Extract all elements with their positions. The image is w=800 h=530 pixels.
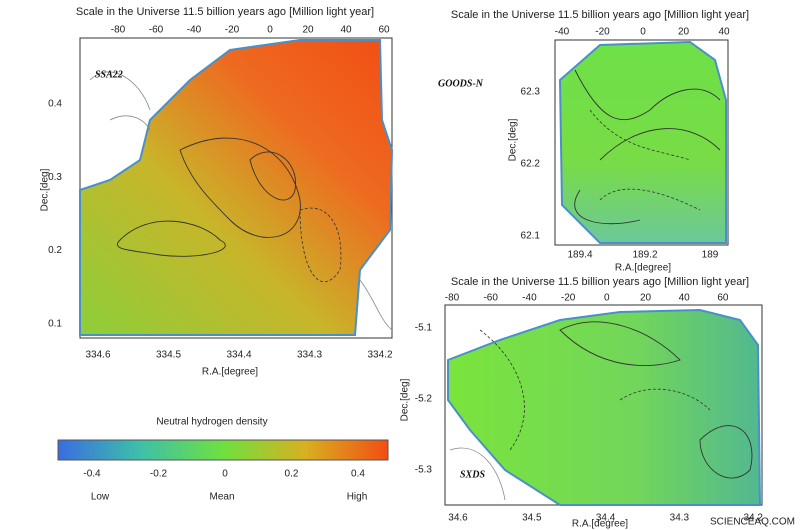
top-tick-label: 40 [340,25,352,36]
top-tick-label: 0 [267,25,273,36]
field-name: GOODS-N [438,78,484,89]
contour [89,71,393,331]
contour [479,329,711,451]
x-tick-label: 334.3 [297,350,322,361]
top-tick-label: -20 [561,293,576,304]
top-tick-label: -60 [149,25,164,36]
contour [249,151,296,201]
panel-title: Scale in the Universe 11.5 billion years… [451,276,749,288]
x-axis-label: R.A.[degree] [615,263,671,274]
x-tick-label: 189.2 [632,250,657,261]
top-tick-label: -40 [522,293,537,304]
top-tick-label: 40 [718,27,730,38]
top-tick-label: -20 [595,27,610,38]
top-tick-label: 20 [678,27,690,38]
colorbar-tick-label: -0.2 [150,469,168,480]
top-tick-label: 60 [717,293,729,304]
density-map [558,40,727,244]
y-axis-label: Dec.[deg] [40,168,51,211]
colorbar-tick-label: 0.2 [285,469,299,480]
x-tick-label: 334.4 [226,350,251,361]
y-axis-label: Dec.[deg] [400,378,411,421]
field-name: SXDS [460,469,485,480]
density-map [447,308,762,506]
y-tick-label: 0.1 [48,319,62,330]
x-tick-label: 34.2 [743,513,763,524]
colorbar-tick-label: 0.4 [351,469,365,480]
contour [589,109,701,211]
x-tick-label: 334.2 [367,350,392,361]
y-tick-label: 0.3 [48,172,62,183]
x-tick-label: 34.5 [522,513,542,524]
contour [449,447,506,501]
contour [179,137,301,238]
top-tick-label: 20 [640,293,652,304]
mean-label: Mean [209,492,234,503]
low-label: Low [91,492,110,503]
x-tick-label: 334.5 [156,350,181,361]
top-tick-label: 20 [302,25,314,36]
x-tick-label: 34.3 [670,513,690,524]
contour [117,220,226,257]
x-tick-label: 334.6 [85,350,110,361]
y-tick-label: 62.1 [521,231,541,242]
top-tick-label: -40 [187,25,202,36]
panel-title: Scale in the Universe 11.5 billion years… [451,9,749,21]
y-tick-label: 0.2 [48,245,62,256]
y-tick-label: -5.2 [415,394,433,405]
x-tick-label: 34.4 [596,513,616,524]
y-tick-label: -5.1 [415,323,433,334]
top-tick-label: -20 [225,25,240,36]
x-tick-label: 34.6 [448,513,468,524]
top-tick-label: -80 [111,25,126,36]
plot-frame [554,39,729,246]
y-tick-label: 62.2 [521,159,541,170]
top-tick-label: 60 [378,25,390,36]
top-tick-label: 0 [604,293,610,304]
colorbar-tick-label: -0.4 [83,469,101,480]
x-tick-label: 189 [702,250,719,261]
top-tick-label: -40 [555,27,570,38]
high-label: High [347,492,368,503]
x-tick-label: 189.4 [567,250,592,261]
colorbar-tick-label: 0 [222,469,228,480]
contour [574,69,721,225]
watermark: SCIENCEAQ.COM [710,517,795,528]
y-tick-label: 62.3 [521,87,541,98]
top-tick-label: 40 [679,293,691,304]
contour [559,321,753,479]
y-axis-label: Dec.[deg] [508,118,519,161]
x-axis-label: R.A.[degree] [202,367,258,378]
colorbar-title: Neutral hydrogen density [156,417,267,428]
colorbar [57,439,389,461]
x-axis-label: R.A.[degree] [572,519,628,530]
top-tick-label: -60 [483,293,498,304]
panel-title: Scale in the Universe 11.5 billion years… [76,6,374,18]
density-map [79,39,394,336]
field-name: SSA22 [95,69,123,80]
y-tick-label: -5.3 [415,465,433,476]
y-tick-label: 0.4 [48,99,62,110]
top-tick-label: 0 [640,27,646,38]
top-tick-label: -80 [445,293,460,304]
